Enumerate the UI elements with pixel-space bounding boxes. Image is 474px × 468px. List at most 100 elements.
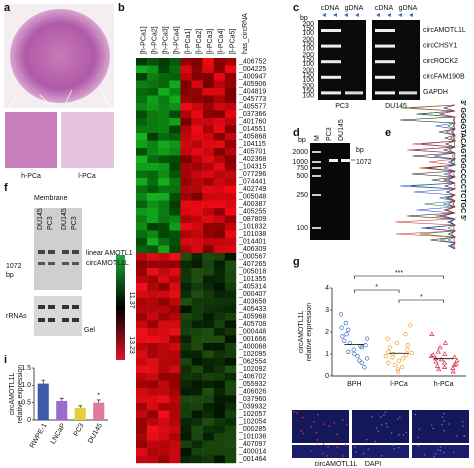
nucleus: [461, 420, 464, 423]
gene-label: circAMOTL1L: [423, 27, 466, 34]
gel: [34, 296, 82, 336]
heatmap-cell: [180, 365, 192, 374]
heatmap-cell: [158, 238, 170, 246]
heatmap-cell: [158, 245, 170, 254]
heatmap-cell: [202, 418, 214, 426]
heatmap-cell: [158, 185, 170, 194]
heatmap-cell: [202, 253, 214, 261]
heatmap-cell: [147, 440, 159, 449]
heatmap-cell: [180, 350, 192, 359]
heatmap-cell: [180, 455, 192, 464]
heatmap-cell: [202, 373, 214, 381]
row-label: _005018: [238, 269, 266, 276]
heatmap-cell: [158, 73, 170, 81]
gene-label: circFAM190B: [423, 74, 465, 81]
ladder-label: 150: [302, 25, 314, 32]
row-label: _101036: [238, 434, 266, 441]
row-label: _001666: [238, 336, 266, 343]
nucleus: [374, 440, 377, 443]
data-point: [343, 321, 348, 326]
band: [399, 91, 417, 95]
nucleus: [402, 434, 405, 436]
row-label: _405708: [238, 321, 266, 328]
heatmap-cell: [136, 253, 148, 261]
row-label: _405968: [238, 314, 266, 321]
band: [72, 318, 79, 322]
data-point: [403, 332, 408, 337]
band: [341, 159, 350, 162]
nucleus: [441, 423, 443, 426]
heatmap-cell: [213, 200, 226, 209]
band: [375, 91, 395, 95]
nucleus: [354, 445, 356, 448]
heatmap-cell: [213, 320, 226, 329]
heatmap-cell: [202, 148, 214, 156]
heatmap-cell: [169, 238, 181, 246]
heatmap-cell: [136, 73, 148, 81]
heatmap-cell: [169, 433, 181, 441]
heatmap-cell: [180, 193, 192, 201]
column-label: has_circRNA: [242, 13, 249, 54]
heatmap-cell: [147, 208, 159, 216]
heatmap-cell: [158, 425, 170, 434]
heatmap-cell: [213, 395, 226, 404]
primer-icon: [333, 13, 337, 17]
heatmap-cell: [180, 200, 192, 209]
heatmap-cell: [180, 388, 192, 396]
heatmap-cell: [147, 335, 159, 344]
heatmap-cell: [213, 58, 226, 66]
row-label: _402368: [238, 156, 266, 163]
row-label: _102092: [238, 366, 266, 373]
bar: [74, 407, 86, 420]
heatmap-cell: [180, 103, 192, 111]
data-point: [364, 336, 370, 341]
heatmap-cell: [158, 223, 170, 231]
nucleus: [333, 421, 336, 424]
ladder-label: 100: [302, 30, 314, 37]
heatmap-cell: [224, 118, 237, 126]
nucleus: [434, 452, 437, 455]
heatmap-cell: [136, 425, 148, 434]
bar: [56, 400, 68, 420]
heatmap-cell: [147, 433, 159, 441]
nucleus: [405, 431, 408, 434]
heatmap-cell: [158, 80, 170, 89]
heatmap-cell: [147, 155, 159, 164]
heatmap-cell: [136, 215, 148, 224]
heatmap-cell: [191, 380, 203, 389]
row-label: _039932: [238, 404, 266, 411]
row-label: _045773: [238, 96, 266, 103]
primer-icon: [322, 13, 326, 17]
heatmap-cell: [202, 65, 214, 74]
nucleus: [430, 424, 433, 427]
heatmap-cell: [169, 125, 181, 134]
heatmap-cell: [158, 380, 170, 389]
heatmap-cell: [224, 88, 237, 96]
heatmap-cell: [147, 283, 159, 291]
heatmap-cell: [136, 238, 148, 246]
heatmap-cell: [213, 215, 226, 224]
band: [321, 29, 341, 32]
error-bar: [41, 379, 46, 384]
heatmap-cell: [191, 275, 203, 284]
ladder-label: 200: [302, 68, 314, 75]
heatmap-cell: [224, 80, 237, 89]
heatmap-cell: [202, 163, 214, 171]
row-label: _101355: [238, 276, 266, 283]
nucleus: [313, 420, 315, 423]
data-point: [434, 363, 441, 368]
heatmap-cell: [180, 170, 192, 179]
data-point: [442, 351, 448, 356]
band: [321, 91, 341, 95]
row-label: _400947: [238, 74, 266, 81]
heatmap-cell: [202, 298, 214, 306]
x-tick-label: LNCaP: [50, 422, 68, 445]
gene-label: circROCK2: [423, 58, 458, 65]
heatmap-cell: [213, 275, 226, 284]
nucleus: [452, 451, 455, 454]
nucleus: [456, 435, 458, 437]
heatmap-cell: [213, 65, 226, 74]
heatmap-cell: [202, 58, 214, 66]
row-label: _101038: [238, 231, 266, 238]
heatmap-cell: [169, 185, 181, 194]
